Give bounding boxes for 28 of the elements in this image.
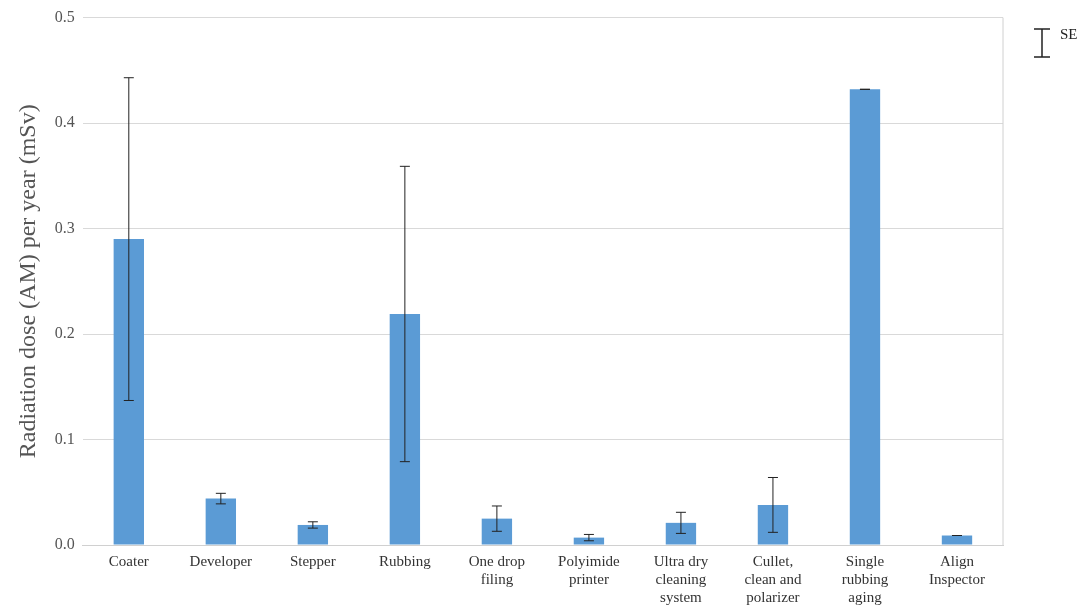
- y-tick-label: 0.0: [54, 535, 75, 553]
- x-tick-label: Single rubbing aging: [841, 552, 889, 605]
- bar: [205, 498, 237, 545]
- x-tick-label: Stepper: [289, 552, 336, 569]
- bar: [941, 535, 973, 545]
- x-tick-label: Polyimide printer: [558, 552, 621, 587]
- x-tick-label: Cullet, clean and polarizer: [744, 552, 802, 605]
- x-tick-label: One drop filing: [468, 552, 526, 587]
- bar: [389, 314, 421, 545]
- bar: [665, 522, 697, 545]
- y-tick-label: 0.5: [54, 7, 75, 25]
- bar: [481, 518, 513, 545]
- y-tick-label: 0.1: [54, 429, 75, 447]
- x-tick-label: Ultra dry cleaning system: [653, 552, 709, 605]
- x-tick-label: Rubbing: [379, 552, 432, 569]
- x-tick-label: Developer: [189, 552, 253, 569]
- y-tick-label: 0.2: [54, 324, 75, 342]
- bar: [297, 524, 329, 545]
- y-tick-label: 0.3: [54, 218, 75, 236]
- y-tick-label: 0.4: [54, 113, 75, 131]
- text: SE: [1060, 26, 1078, 43]
- y-axis-title: Radiation dose (AM) per year (mSv): [13, 104, 40, 459]
- x-tick-label: Coater: [108, 552, 149, 569]
- x-tick-label: Align Inspector: [929, 552, 985, 587]
- bar: [113, 239, 144, 545]
- bar: [573, 537, 605, 545]
- bar: [757, 504, 789, 545]
- bar: [849, 89, 881, 545]
